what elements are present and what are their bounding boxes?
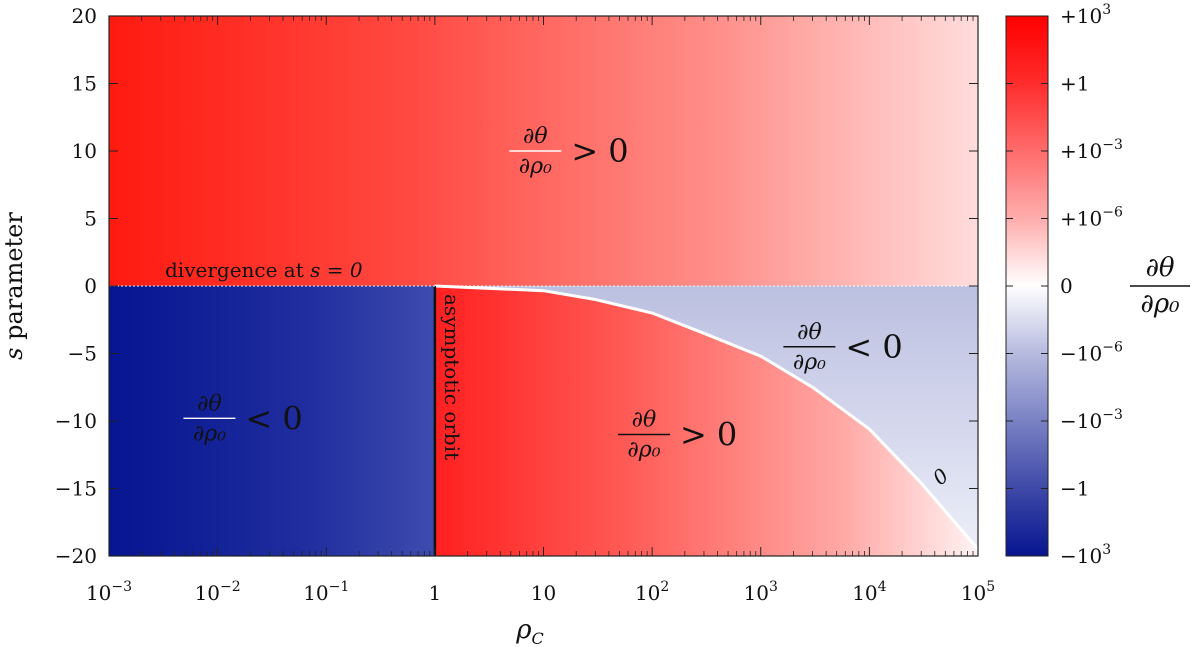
relation-text: < 0 bbox=[845, 328, 902, 366]
colorbar-tick-label: +103 bbox=[1060, 2, 1111, 28]
x-tick-label: 103 bbox=[744, 579, 778, 605]
x-tick-label: 102 bbox=[635, 579, 669, 605]
fraction-numerator: ∂θ bbox=[632, 408, 657, 433]
fraction-denominator: ∂ρ₀ bbox=[793, 350, 826, 375]
fraction-numerator: ∂θ bbox=[197, 391, 222, 416]
colorbar-tick-label: −1 bbox=[1060, 477, 1090, 501]
y-axis: 20 15 10 5 0 −5 −10 −15 −20 bbox=[55, 4, 978, 568]
x-axis: 10−3 10−2 10−1 1 10 102 103 104 105 bbox=[86, 16, 995, 605]
colorbar: +103 +1 +10−3 +10−6 0 −10−6 −10−3 −1 −103 ∂θ ∂ρ₀ bbox=[1005, 2, 1190, 568]
y-tick-label: −20 bbox=[55, 544, 97, 568]
fraction-denominator: ∂ρ₀ bbox=[193, 421, 226, 446]
y-axis-label: s parameter bbox=[0, 212, 28, 360]
x-axis-label: ρC bbox=[515, 615, 544, 647]
y-tick-label: −15 bbox=[55, 477, 97, 501]
annotation-lower-middle: ∂θ ∂ρ₀ > 0 bbox=[617, 408, 737, 463]
colorbar-tick-label: +1 bbox=[1060, 72, 1090, 96]
zero-boundary-curve bbox=[434, 284, 978, 551]
fraction-numerator: ∂θ bbox=[797, 320, 822, 345]
colorbar-tick-label: +10−6 bbox=[1060, 205, 1123, 231]
x-tick-label: 10−3 bbox=[86, 579, 132, 605]
region-lower-left-negative bbox=[109, 286, 435, 556]
region-lower-right-negative bbox=[434, 286, 978, 550]
x-tick-label: 105 bbox=[961, 579, 995, 605]
relation-text: > 0 bbox=[680, 416, 737, 454]
relation-text: < 0 bbox=[245, 399, 302, 437]
heatmap-regions bbox=[109, 16, 978, 556]
colorbar-tick-label: −103 bbox=[1060, 542, 1111, 568]
y-tick-label: 15 bbox=[72, 72, 97, 96]
colorbar-label-denominator: ∂ρ₀ bbox=[1140, 289, 1180, 319]
fraction-denominator: ∂ρ₀ bbox=[627, 438, 660, 463]
colorbar-label-numerator: ∂θ bbox=[1145, 253, 1174, 283]
divergence-label: divergence at s = 0 bbox=[165, 258, 363, 282]
colorbar-tick-label: 0 bbox=[1060, 274, 1073, 298]
colorbar-label: ∂θ ∂ρ₀ bbox=[1130, 253, 1190, 319]
x-tick-label: 10−2 bbox=[195, 579, 241, 605]
annotation-upper: ∂θ ∂ρ₀ > 0 bbox=[509, 124, 629, 179]
colorbar-tick-label: −10−3 bbox=[1060, 407, 1123, 433]
zero-boundary-layer bbox=[109, 284, 978, 556]
region-annotations: ∂θ ∂ρ₀ > 0 ∂θ ∂ρ₀ < 0 ∂θ ∂ρ₀ > 0 ∂θ ∂ρ₀ < 0 bbox=[183, 124, 903, 463]
y-tick-label: 0 bbox=[84, 274, 97, 298]
fraction-numerator: ∂θ bbox=[523, 124, 548, 149]
colorbar-tick-label: +10−3 bbox=[1060, 137, 1123, 163]
x-tick-label: 10−1 bbox=[303, 579, 349, 605]
colorbar-tick-label: −10−6 bbox=[1060, 340, 1123, 366]
region-lower-middle-positive bbox=[434, 286, 978, 556]
fraction-denominator: ∂ρ₀ bbox=[519, 154, 552, 179]
y-tick-label: 20 bbox=[72, 4, 97, 28]
y-tick-label: 10 bbox=[72, 139, 97, 163]
y-tick-label: −10 bbox=[55, 409, 97, 433]
x-tick-label: 10 bbox=[531, 581, 556, 605]
annotation-lower-right: ∂θ ∂ρ₀ < 0 bbox=[783, 320, 903, 375]
annotation-lower-left: ∂θ ∂ρ₀ < 0 bbox=[183, 391, 303, 446]
relation-text: > 0 bbox=[571, 132, 628, 170]
asymptotic-orbit-label: asymptotic orbit bbox=[440, 294, 464, 460]
y-tick-label: 5 bbox=[84, 207, 97, 231]
x-tick-label: 104 bbox=[852, 579, 886, 605]
y-tick-label: −5 bbox=[68, 342, 97, 366]
x-tick-label: 1 bbox=[429, 581, 442, 605]
